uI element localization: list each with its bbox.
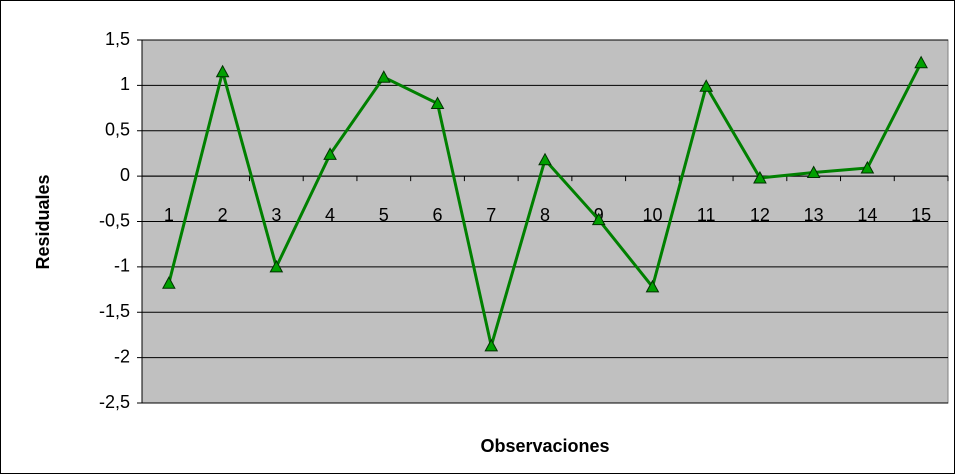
y-tick-label: 0 xyxy=(120,165,130,185)
x-tick-label: 12 xyxy=(750,205,770,225)
point-marker xyxy=(914,55,928,69)
x-tick-label: 4 xyxy=(325,205,335,225)
point-marker xyxy=(215,64,230,78)
x-tick-label: 1 xyxy=(164,205,174,225)
point-marker xyxy=(269,259,284,273)
y-tick-label: -1,5 xyxy=(99,301,130,321)
x-tick-label: 15 xyxy=(911,205,931,225)
y-tick-label: -0,5 xyxy=(99,210,130,230)
point-marker xyxy=(376,70,391,83)
x-tick-label: 7 xyxy=(486,205,496,225)
point-marker xyxy=(806,165,821,178)
x-axis-title: Observaciones xyxy=(480,436,609,456)
x-tick-label: 5 xyxy=(379,205,389,225)
y-tick-label: 0,5 xyxy=(105,120,130,140)
x-tick-label: 3 xyxy=(271,205,281,225)
y-tick-label: -2 xyxy=(114,346,130,366)
point-marker xyxy=(645,279,660,293)
x-tick-label: 11 xyxy=(697,205,716,225)
y-axis-title: Residuales xyxy=(33,174,53,269)
point-marker xyxy=(699,79,714,92)
point-marker xyxy=(591,212,606,226)
x-tick-label: 8 xyxy=(540,205,550,225)
y-tick-label: -2,5 xyxy=(99,392,130,412)
point-marker xyxy=(753,170,767,184)
point-marker xyxy=(860,160,875,174)
point-marker xyxy=(323,147,337,160)
point-marker xyxy=(162,276,176,289)
y-tick-label: 1,5 xyxy=(105,29,130,49)
x-tick-label: 2 xyxy=(218,205,228,225)
x-tick-label: 14 xyxy=(857,205,877,225)
point-marker xyxy=(430,96,445,110)
x-tick-label: 6 xyxy=(433,205,443,225)
point-marker xyxy=(484,338,499,352)
y-tick-label: 1 xyxy=(120,74,130,94)
y-tick-label: -1 xyxy=(114,256,130,276)
x-tick-label: 13 xyxy=(804,205,824,225)
x-tick-label: 10 xyxy=(642,205,662,225)
point-marker xyxy=(538,152,552,166)
